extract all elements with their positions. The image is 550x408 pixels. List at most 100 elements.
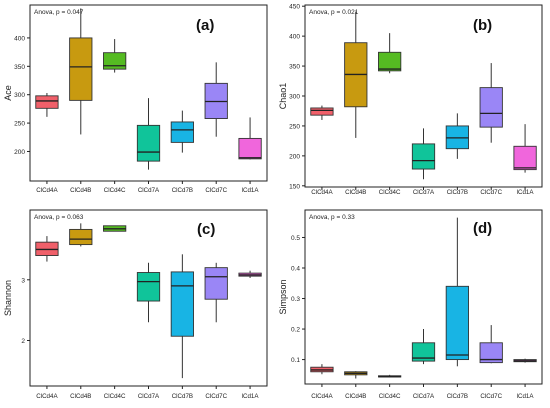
iqr-box	[103, 52, 127, 70]
panel-shannon: 2 3 Shannon Anova, p = 0.063 (c) ClCd4A ClCd4B…	[0, 203, 275, 408]
y-tick-label: 300	[14, 92, 25, 99]
iqr-box	[310, 107, 334, 116]
ace-boxplot: 200 250 300 350 400 Ace Anova, p = 0.047 (a) ClC…	[3, 4, 268, 194]
box-lCd1A	[513, 358, 537, 363]
y-axis-label: Chao1	[278, 83, 288, 110]
box-ClCd4C	[103, 225, 127, 232]
box-ClCd4B	[69, 8, 93, 135]
x-tick-label: ClCd4C	[104, 393, 126, 400]
box-ClCd7B	[170, 254, 194, 379]
y-axis-label: Shannon	[3, 280, 13, 316]
y-tick-label: 150	[289, 183, 300, 190]
iqr-box	[479, 342, 503, 364]
box-ClCd7A	[411, 329, 436, 365]
x-tick-label: ClCd7B	[172, 393, 193, 400]
box-ClCd4A	[35, 236, 59, 262]
anova-annotation: Anova, p = 0.063	[34, 214, 84, 221]
iqr-box	[204, 267, 228, 300]
anova-annotation: Anova, p = 0.33	[309, 214, 355, 221]
box-ClCd4C	[378, 374, 402, 378]
y-axis-label: Ace	[3, 85, 13, 101]
box-ClCd7B	[445, 217, 469, 367]
box-ClCd7C	[204, 62, 228, 137]
x-tick-label: ClCd7A	[138, 393, 160, 400]
iqr-box	[136, 124, 161, 162]
x-tick-label: lCd1A	[517, 393, 535, 400]
x-tick-label: ClCd7C	[480, 393, 502, 400]
x-tick-label: ClCd4A	[36, 393, 58, 400]
iqr-box	[411, 342, 436, 362]
y-tick-label: 0.4	[291, 266, 300, 273]
box-lCd1A	[513, 124, 537, 173]
y-axis-label: Simpson	[278, 279, 288, 314]
y-tick-label: 400	[14, 35, 25, 42]
box-lCd1A	[238, 270, 262, 278]
x-tick-label: ClCd4B	[70, 393, 91, 400]
y-tick-label: 200	[289, 153, 300, 160]
iqr-box	[238, 137, 262, 160]
y-tick-label: 3	[21, 277, 25, 284]
x-tick-label: ClCd4B	[345, 189, 366, 196]
x-tick-label: ClCd7B	[172, 187, 193, 194]
box-ClCd7B	[170, 110, 194, 153]
iqr-box	[69, 37, 93, 101]
y-tick-label: 0.1	[291, 357, 300, 364]
iqr-box	[378, 51, 402, 72]
box-ClCd7B	[445, 113, 469, 159]
y-tick-label: 400	[289, 34, 300, 41]
x-tick-label: ClCd7C	[480, 189, 502, 196]
x-tick-label: ClCd7C	[205, 187, 227, 194]
box-ClCd4B	[69, 223, 93, 247]
x-tick-label: ClCd4C	[104, 187, 126, 194]
panel-label: (c)	[197, 221, 215, 238]
y-tick-label: 350	[289, 64, 300, 71]
box-ClCd4A	[35, 93, 59, 117]
x-tick-label: lCd1A	[517, 189, 535, 196]
x-tick-label: ClCd7A	[413, 393, 435, 400]
y-tick-label: 350	[14, 64, 25, 71]
shannon-boxplot: 2 3 Shannon Anova, p = 0.063 (c) ClCd4A ClCd4B…	[3, 209, 268, 400]
y-tick-label: 300	[289, 94, 300, 101]
y-tick-label: 0.5	[291, 235, 300, 242]
x-tick-label: ClCd4C	[379, 189, 401, 196]
panel-label: (a)	[196, 17, 214, 34]
x-tick-label: lCd1A	[242, 393, 260, 400]
panel-label: (b)	[473, 17, 492, 34]
x-tick-label: ClCd4C	[379, 393, 401, 400]
y-tick-label: 2	[21, 338, 25, 345]
x-tick-label: ClCd7A	[138, 187, 160, 194]
iqr-box	[170, 271, 194, 337]
box-lCd1A	[238, 117, 262, 160]
y-tick-label: 0.2	[291, 327, 300, 334]
y-tick-label: 250	[289, 123, 300, 130]
x-tick-label: ClCd4A	[311, 393, 333, 400]
x-tick-label: ClCd4B	[345, 393, 366, 400]
box-ClCd4A	[310, 105, 334, 120]
chao1-boxplot: 150 200 250 300 350 400 450 Chao1 Anova, p = 0.0…	[278, 4, 543, 196]
y-tick-label: 200	[14, 149, 25, 156]
panel-chao1: 150 200 250 300 350 400 450 Chao1 Anova, p = 0.0…	[275, 0, 550, 202]
y-tick-label: 250	[14, 121, 25, 128]
box-ClCd7C	[479, 63, 503, 143]
x-tick-label: ClCd7B	[447, 393, 468, 400]
iqr-box	[35, 95, 59, 109]
iqr-box	[445, 285, 469, 361]
iqr-box	[411, 143, 436, 170]
iqr-box	[136, 272, 161, 302]
x-tick-label: lCd1A	[242, 187, 260, 194]
box-ClCd4A	[310, 364, 334, 375]
box-ClCd7C	[204, 262, 228, 323]
x-tick-label: ClCd4A	[36, 187, 58, 194]
anova-annotation: Anova, p = 0.047	[34, 9, 84, 16]
y-tick-label: 0.3	[291, 296, 300, 303]
iqr-box	[69, 228, 93, 246]
box-ClCd4B	[344, 371, 368, 379]
anova-annotation: Anova, p = 0.021	[309, 9, 359, 16]
x-tick-label: ClCd7C	[205, 393, 227, 400]
box-ClCd7C	[479, 325, 503, 364]
y-tick-label: 450	[289, 4, 300, 11]
x-tick-label: ClCd7B	[447, 189, 468, 196]
box-ClCd7A	[136, 98, 161, 170]
box-ClCd4C	[378, 33, 402, 74]
